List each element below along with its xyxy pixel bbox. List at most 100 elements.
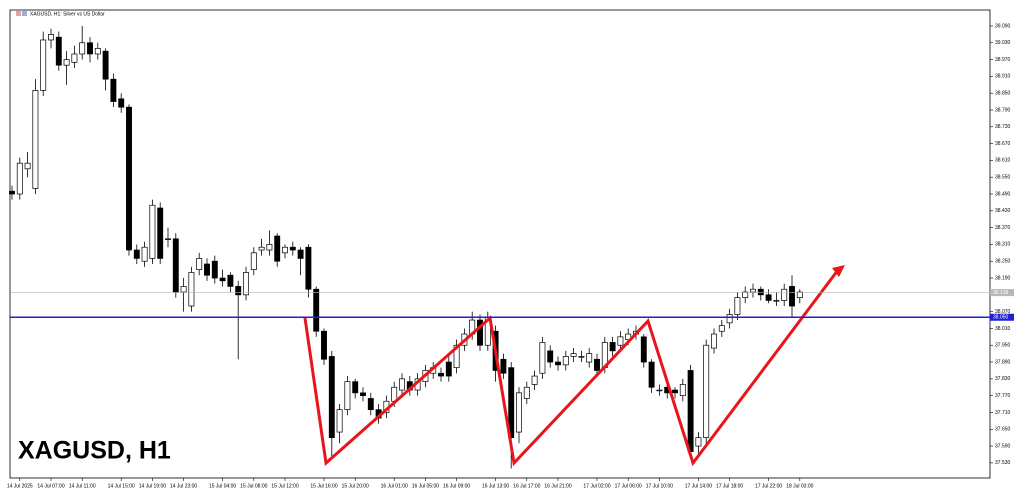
candle-body (672, 389, 678, 394)
candle-body (250, 252, 257, 270)
x-tick-label: 17 Jul 18:00 (716, 483, 743, 489)
flag-icon (22, 11, 27, 16)
arrow-head (832, 265, 845, 277)
x-tick-label: 17 Jul 10:00 (646, 483, 673, 489)
y-tick-label: 38.310 (995, 242, 1011, 248)
candle-body (266, 244, 273, 251)
chart-title: XAGUSD, H1: Silver vs US Dollar (30, 11, 105, 17)
candle-body (547, 350, 554, 363)
candle-body (118, 98, 125, 108)
x-tick-label: 17 Jul 22:00 (755, 483, 782, 489)
candle-body (703, 344, 710, 439)
candle-body (141, 246, 148, 262)
candle-body (9, 190, 15, 195)
candle-body (40, 39, 47, 91)
candle-body (305, 246, 312, 290)
candle-body (157, 207, 164, 259)
candle-body (562, 356, 569, 366)
y-tick-label: 38.670 (995, 141, 1011, 147)
candle-body (149, 204, 156, 259)
candle-body (165, 238, 171, 240)
candle-body (235, 286, 242, 296)
candle-body (344, 381, 351, 411)
y-tick-label: 38.070 (995, 309, 1011, 315)
y-tick-label: 39.030 (995, 40, 1011, 46)
candle-body (133, 249, 140, 259)
candle-body (750, 288, 756, 293)
candle-body (258, 246, 265, 251)
candle-body (718, 325, 725, 332)
x-tick-label: 15 Jul 20:00 (342, 483, 369, 489)
x-tick-label: 16 Jul 21:00 (544, 483, 571, 489)
candle-body (695, 437, 702, 447)
x-tick-label: 15 Jul 16:00 (310, 483, 337, 489)
x-tick-label: 16 Jul 05:00 (412, 483, 439, 489)
x-tick-label: 15 Jul 08:00 (240, 483, 267, 489)
x-tick-label: 14 Jul 19:00 (139, 483, 166, 489)
y-tick-label: 38.010 (995, 326, 1011, 332)
candle-body (789, 286, 795, 307)
y-tick-label: 37.830 (995, 376, 1011, 382)
candle-body (523, 386, 530, 399)
candle-body (94, 48, 101, 55)
candle-body (742, 291, 749, 298)
candle-body (445, 361, 452, 377)
candle-body (781, 288, 788, 301)
candle-body (188, 272, 195, 307)
candle-body (438, 372, 444, 377)
candle-body (648, 361, 655, 388)
y-tick-label: 38.730 (995, 124, 1011, 130)
x-tick-label: 15 Jul 04:00 (209, 483, 236, 489)
candle-body (399, 378, 405, 391)
y-tick-label: 37.530 (995, 460, 1011, 466)
candle-body (679, 384, 686, 397)
candle-body (711, 333, 717, 349)
candle-body (336, 409, 343, 433)
candle-body (500, 358, 507, 374)
y-tick-label: 37.770 (995, 393, 1011, 399)
candle-body (297, 249, 304, 259)
candle-body (71, 53, 78, 63)
horizontal-line-label: 38.050 (993, 315, 1009, 321)
candle-body (180, 286, 187, 293)
x-tick-label: 15 Jul 12:00 (271, 483, 298, 489)
x-tick-label: 18 Jul 03:00 (786, 483, 813, 489)
candle-body (570, 353, 577, 357)
candle-body (734, 297, 741, 315)
candle-body (586, 353, 593, 363)
candle-body (617, 336, 624, 346)
y-tick-label: 38.970 (995, 57, 1011, 63)
candle-body (204, 263, 210, 276)
x-tick-label: 14 Jul 23:00 (170, 483, 197, 489)
candle-body (687, 370, 694, 453)
candle-body (367, 398, 374, 411)
candle-body (48, 34, 54, 41)
candle-body (63, 59, 70, 66)
candle-body (102, 50, 109, 80)
w-pattern (303, 269, 840, 467)
candle-body (594, 358, 600, 371)
candle-body (360, 392, 366, 397)
candle-body (172, 238, 179, 293)
y-tick-label: 38.190 (995, 275, 1011, 281)
candle-body (453, 344, 460, 369)
candle-body (211, 260, 218, 279)
candle-body (313, 288, 320, 332)
candle-body (282, 246, 288, 254)
candle-body (352, 381, 359, 394)
candle-body (726, 314, 733, 324)
flag-icon (16, 11, 21, 16)
x-tick-label: 17 Jul 02:00 (583, 483, 610, 489)
candle-body (16, 162, 23, 195)
candle-body (32, 90, 39, 189)
x-tick-label: 16 Jul 09:00 (443, 483, 470, 489)
x-tick-label: 17 Jul 06:00 (615, 483, 642, 489)
candle-body (328, 356, 335, 439)
y-tick-label: 38.610 (995, 158, 1011, 164)
candle-body (555, 361, 561, 366)
candle-body (219, 277, 226, 282)
candle-body (321, 330, 327, 360)
candle-body (531, 375, 538, 385)
candle-body (516, 392, 522, 433)
